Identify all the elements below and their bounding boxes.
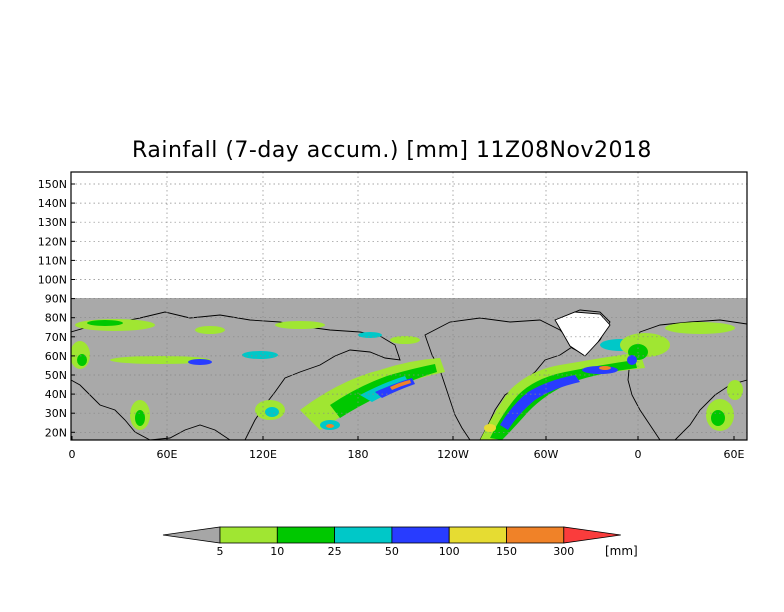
greenland-outline [554,311,611,357]
lat-label: 30N [45,407,67,420]
colorbar-label: 25 [328,545,342,558]
lat-label: 60N [45,350,67,363]
colorbar-label: 300 [553,545,574,558]
lat-label: 50N [45,369,67,382]
lat-label: 100N [38,274,67,287]
colorbar-bin [219,526,278,544]
map-frame [70,171,748,441]
colorbar-bin [563,526,621,544]
lat-label: 70N [45,331,67,344]
colorbar-bin [334,526,393,544]
colorbar-label: 100 [439,545,460,558]
lat-label: 20N [45,426,67,439]
lat-label: 150N [38,178,67,191]
gridlines [71,172,747,440]
colorbar-label: 150 [496,545,517,558]
lat-label: 110N [38,254,67,267]
colorbar-label: 10 [270,545,284,558]
colorbar-unit: [mm] [605,544,638,558]
lat-label: 80N [45,312,67,325]
lon-label: 60E [724,448,745,461]
lat-label: 90N [45,293,67,306]
lon-label: 0 [69,448,76,461]
colorbar-bin [448,526,507,544]
lon-label: 120E [249,448,277,461]
colorbar-label: 5 [217,545,224,558]
latitude-labels: 150N 140N 130N 120N 110N 100N 90N 80N 70N 60N 50N 4… [38,178,75,439]
colorbar-bin [391,526,450,544]
lon-label: 180 [348,448,369,461]
lon-label: 60W [534,448,559,461]
colorbar-label: 50 [385,545,399,558]
map-title: Rainfall (7-day accum.) [mm] 11Z08Nov201… [132,138,652,163]
lat-label: 130N [38,216,67,229]
lat-label: 140N [38,197,67,210]
colorbar-bin [162,526,221,544]
lat-label: 40N [45,388,67,401]
colorbar-bin [506,526,565,544]
longitude-labels: 0 60E 120E 180 120W 60W 0 60E [69,436,745,461]
colorbar: 5 10 25 50 100 150 300 [mm] [162,526,638,558]
lon-label: 60E [157,448,178,461]
lon-label: 0 [635,448,642,461]
colorbar-bin [276,526,335,544]
lat-label: 120N [38,235,67,248]
lon-label: 120W [437,448,469,461]
